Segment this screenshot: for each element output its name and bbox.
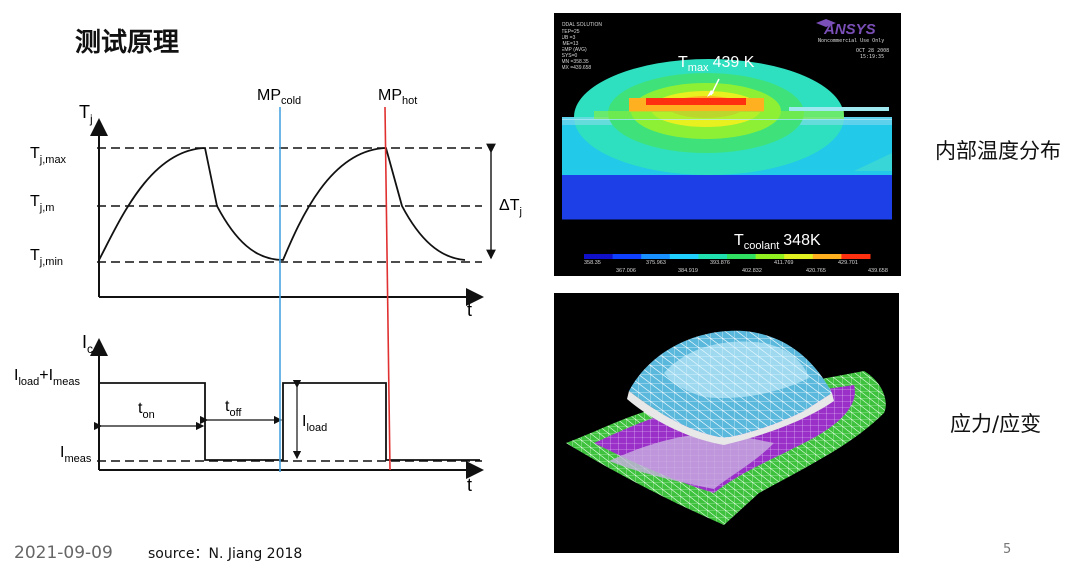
page-number: 5 <box>1003 542 1012 557</box>
iload-plus-imeas-label: Iload+Imeas <box>14 367 80 388</box>
temperature-legend-labels: 358.35 375.963 393.876 411.769 429.701 3… <box>584 260 888 274</box>
temperature-color-legend <box>584 254 871 259</box>
svg-text:420.765: 420.765 <box>806 268 826 274</box>
top-y-axis-label: Tj <box>79 102 93 126</box>
legend-swatch <box>784 254 814 259</box>
slide-title: 测试原理 <box>75 28 180 58</box>
iload-label: Iload <box>302 413 327 434</box>
legend-swatch <box>812 254 842 259</box>
svg-text:Noncommercial Use Only: Noncommercial Use Only <box>818 38 884 44</box>
svg-text:SMX =439.658: SMX =439.658 <box>558 65 591 71</box>
tcoolant-label: Tcoolant 348K <box>734 232 821 252</box>
legend-swatch <box>698 254 728 259</box>
legend-swatch <box>641 254 671 259</box>
tjmax-label: Tj,max <box>30 145 67 166</box>
svg-text:439.658: 439.658 <box>868 268 888 274</box>
top-x-axis-label: t <box>467 300 472 320</box>
svg-text:SUB =3: SUB =3 <box>558 35 576 41</box>
deformed-module-mesh <box>566 330 886 525</box>
tmax-label: Tmax 439 K <box>678 54 755 74</box>
imeas-label: Imeas <box>60 444 92 465</box>
delta-tj-label: ΔTj <box>499 197 522 218</box>
svg-text:OCT 28 2008: OCT 28 2008 <box>856 48 889 54</box>
ton-label: ton <box>138 400 155 421</box>
legend-swatch <box>755 254 785 259</box>
footer-source: source：N. Jiang 2018 <box>148 546 303 562</box>
toff-label: toff <box>225 398 242 419</box>
mp-hot-label: MPhot <box>378 87 417 107</box>
legend-swatch <box>584 254 614 259</box>
tjm-label: Tj,m <box>30 193 54 214</box>
svg-text:384.919: 384.919 <box>678 268 698 274</box>
svg-text:402.832: 402.832 <box>742 268 762 274</box>
bottom-x-axis-label: t <box>467 475 472 495</box>
svg-text:375.963: 375.963 <box>646 260 666 266</box>
svg-text:RSYS=0: RSYS=0 <box>558 53 578 59</box>
svg-text:358.35: 358.35 <box>584 260 601 266</box>
svg-text:367.006: 367.006 <box>616 268 636 274</box>
svg-text:NODAL SOLUTION: NODAL SOLUTION <box>558 22 602 28</box>
legend-swatch <box>727 254 757 259</box>
svg-text:429.701: 429.701 <box>838 260 858 266</box>
temperature-field <box>554 13 901 276</box>
ansys-logo: ANSYS Noncommercial Use Only OCT 28 2008… <box>816 19 889 60</box>
svg-text:TEMP (AVG): TEMP (AVG) <box>558 47 587 53</box>
junction-temperature-curve <box>98 147 466 261</box>
ansys-header-text: NODAL SOLUTION STEP=25 SUB =3 TIME=13 TE… <box>558 22 602 71</box>
mp-hot-line <box>384 106 391 471</box>
legend-swatch <box>612 254 642 259</box>
tjmin-label: Tj,min <box>30 247 63 268</box>
temperature-distribution-label: 内部温度分布 <box>935 139 1061 163</box>
current-waveform <box>98 382 480 461</box>
svg-text:TIME=13: TIME=13 <box>558 41 579 47</box>
legend-swatch <box>669 254 699 259</box>
footer-date: 2021-09-09 <box>14 543 113 563</box>
svg-text:STEP=25: STEP=25 <box>558 29 580 35</box>
svg-text:15:19:35: 15:19:35 <box>860 54 884 60</box>
svg-text:SMN =358.35: SMN =358.35 <box>558 59 589 65</box>
svg-text:ANSYS: ANSYS <box>823 21 876 38</box>
bottom-y-axis-label: Ic <box>82 332 93 356</box>
stress-strain-mesh-image <box>554 293 899 553</box>
mp-cold-label: MPcold <box>257 87 301 107</box>
svg-text:411.769: 411.769 <box>774 260 793 266</box>
stress-strain-label: 应力/应变 <box>950 412 1042 436</box>
legend-swatch <box>841 254 871 259</box>
svg-text:393.876: 393.876 <box>710 260 730 266</box>
thermal-simulation-image: NODAL SOLUTION STEP=25 SUB =3 TIME=13 TE… <box>554 13 901 276</box>
test-principle-diagram: Tj t Tj,max Tj,m Tj,min ΔTj Ic t Iload+I… <box>14 87 522 495</box>
